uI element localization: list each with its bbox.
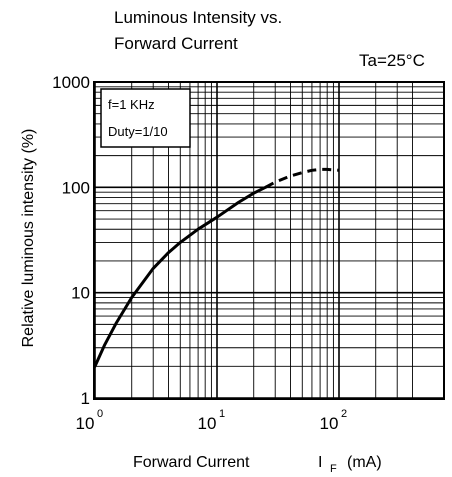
curve-line-dashed [264, 167, 340, 189]
x-axis-label-unit: (mA) [347, 454, 382, 471]
x-tick-label-base: 10 [76, 414, 95, 433]
legend: f=1 KHz Duty=1/10 [100, 88, 191, 148]
x-axis-label-subscript: F [330, 463, 337, 475]
curve-line-solid [93, 185, 267, 368]
y-axis-label: Relative luminous intensity (%) [20, 129, 37, 348]
x-tick-label-base: 10 [198, 414, 217, 433]
legend-frequency: f=1 KHz [108, 97, 155, 112]
y-tick-labels: 1 10 100 1000 [52, 73, 90, 408]
chart-title-line-2: Forward Current [114, 34, 238, 53]
y-tick-label: 1 [81, 389, 90, 408]
x-axis-label-text: Forward Current [133, 454, 250, 471]
chart-title-line-1: Luminous Intensity vs. [114, 8, 282, 27]
y-tick-label: 100 [62, 178, 90, 197]
x-tick-label-base: 10 [320, 414, 339, 433]
x-tick-labels: 10 0 10 1 10 2 [76, 408, 348, 433]
x-tick-label-exponent: 2 [341, 408, 347, 420]
y-tick-label: 1000 [52, 73, 90, 92]
x-tick-label-exponent: 1 [219, 408, 225, 420]
legend-duty: Duty=1/10 [108, 124, 168, 139]
curve-group [93, 167, 340, 368]
plot-frame [93, 81, 445, 400]
x-tick-label-exponent: 0 [97, 408, 103, 420]
x-axis-label: Forward Current I F (mA) [133, 454, 382, 475]
x-axis-label-symbol: I [318, 454, 322, 471]
y-tick-label: 10 [71, 284, 90, 303]
legend-box [100, 88, 191, 148]
temperature-condition: Ta=25°C [359, 51, 425, 70]
